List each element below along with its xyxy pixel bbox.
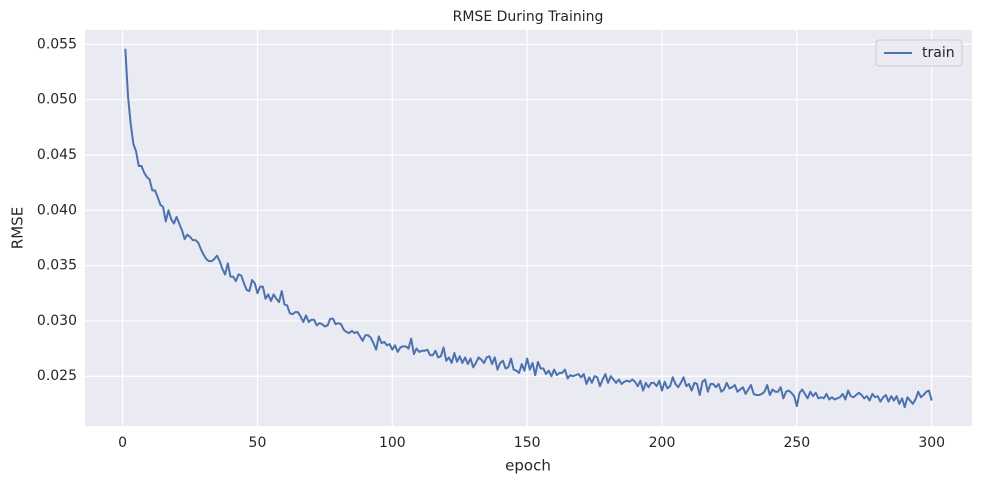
x-axis-label: epoch bbox=[505, 457, 551, 475]
x-tick-label: 50 bbox=[249, 435, 267, 451]
x-tick-label: 250 bbox=[783, 435, 810, 451]
y-tick-label: 0.025 bbox=[37, 368, 77, 384]
line bbox=[124, 48, 933, 409]
y-tick-label: 0.040 bbox=[37, 202, 77, 218]
y-tick-label: 0.050 bbox=[37, 92, 77, 108]
y-tick-label: 0.055 bbox=[37, 36, 77, 52]
y-tick-label: 0.045 bbox=[37, 147, 77, 163]
x-tick-label: 150 bbox=[514, 435, 541, 451]
legend-box bbox=[875, 39, 963, 67]
y-tick-label: 0.030 bbox=[37, 313, 77, 329]
x-tick-label: 300 bbox=[918, 435, 945, 451]
x-tick-label: 200 bbox=[649, 435, 676, 451]
x-tick-label: 100 bbox=[379, 435, 406, 451]
y-tick-label: 0.035 bbox=[37, 258, 77, 274]
chart-title: RMSE During Training bbox=[453, 9, 604, 25]
legend-label: train bbox=[922, 45, 955, 61]
x-tick-label: 0 bbox=[118, 435, 127, 451]
y-axis-label: RMSE bbox=[9, 207, 27, 249]
